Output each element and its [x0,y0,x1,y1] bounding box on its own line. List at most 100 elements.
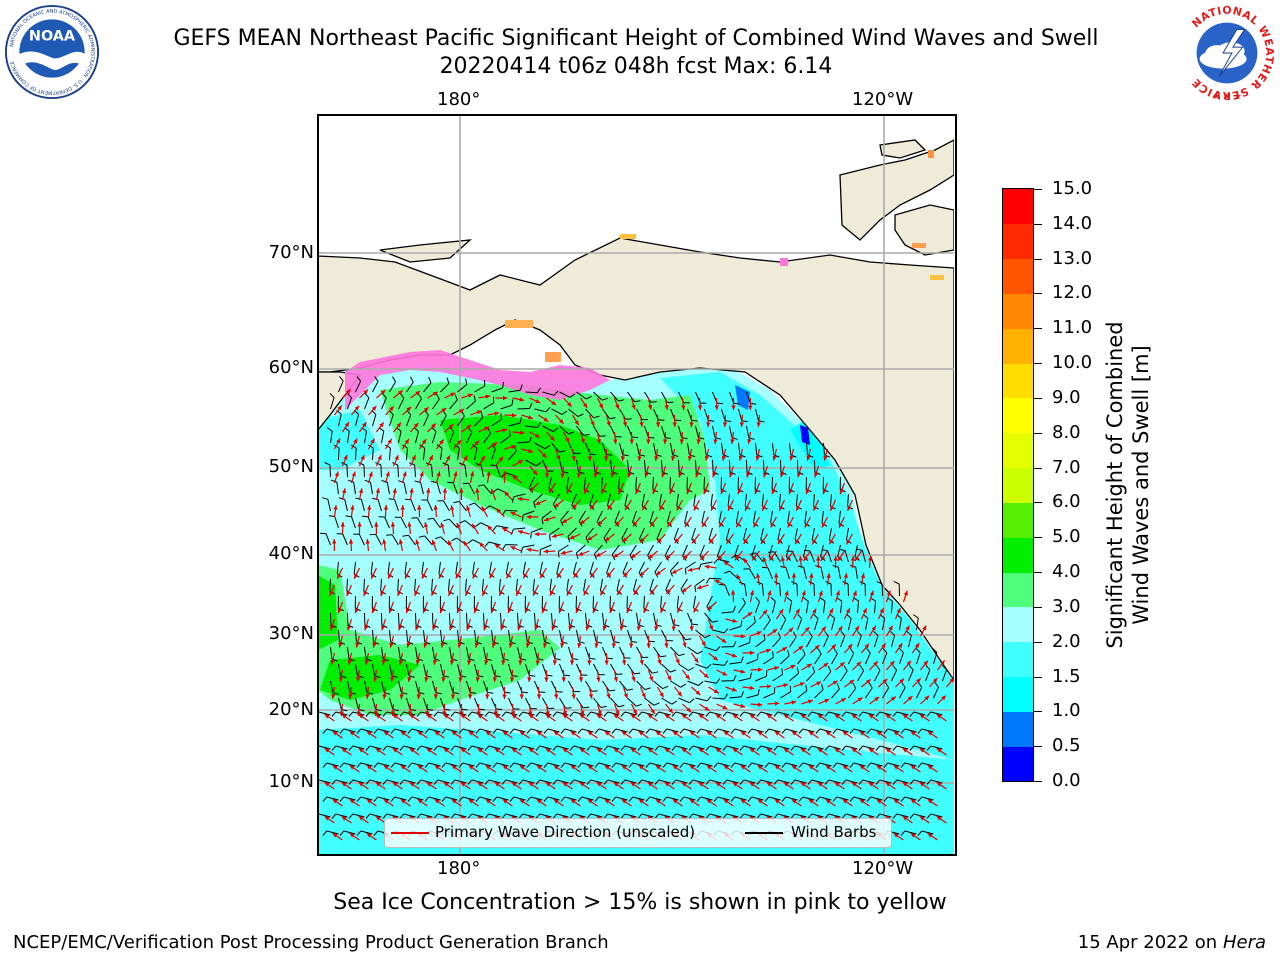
wave-arrow [851,625,860,637]
wave-arrow [447,540,455,552]
run-machine: Hera [1222,932,1266,953]
wave-arrow [525,635,531,648]
wave-arrow [622,414,628,427]
wave-arrow [551,533,564,538]
wind-barb [925,664,931,682]
lon-label-bottom-120w: 120°W [852,858,914,879]
wave-arrow [476,703,481,717]
wave-arrow [554,448,561,461]
wind-barb [906,631,912,648]
wave-arrow [689,618,694,632]
wave-arrow [485,686,490,700]
wave-arrow [349,730,360,739]
wave-arrow [478,394,491,399]
wind-barb [594,728,611,734]
wave-arrow [671,618,676,631]
wave-arrow [639,414,644,427]
wind-barb [849,796,866,802]
wave-arrow [756,573,761,586]
wind-barb [824,779,841,785]
wind-barb [462,482,475,495]
wave-arrow [468,798,479,807]
wind-barb [824,711,841,717]
lat-label-70n: 70°N [268,242,314,263]
wind-barb [413,427,419,444]
map-graticule [318,115,954,854]
wave-arrow [363,584,370,597]
wind-barb [569,813,586,819]
wave-arrow [654,618,659,631]
wave-arrow [342,388,352,399]
wave-arrow [538,414,549,423]
wave-arrow [554,686,559,699]
wave-arrow [774,730,785,739]
wave-arrow [510,511,522,518]
wave-arrow [713,431,718,444]
wind-barb [797,684,808,699]
wind-barb [331,479,339,495]
wind-barb [900,728,917,734]
wave-arrow [664,669,672,681]
wave-arrow [852,696,863,705]
wave-arrow [545,781,556,790]
wave-arrow [358,815,369,824]
wind-barb [422,595,429,612]
wave-arrow [560,465,565,478]
wave-arrow [697,397,703,411]
wind-barb [386,534,399,546]
wind-barb [898,647,904,665]
wave-arrow [611,635,616,649]
wave-arrow [451,798,462,807]
wind-barb [653,646,667,658]
wave-arrow [839,482,846,495]
wind-barb [585,680,598,692]
wind-barb [892,745,909,751]
wave-arrow [723,764,734,773]
wind-barb [713,558,730,564]
wave-arrow [731,397,736,411]
wave-arrow [434,798,445,807]
wave-arrow [544,669,549,683]
wind-barb [926,779,943,785]
wind-barb [369,533,382,546]
wave-arrow [868,590,874,603]
colorbar-tick-label: 11.0 [1052,317,1093,339]
wind-barb [730,796,747,802]
wave-arrow [468,764,479,773]
colorbar-tick [1034,328,1042,330]
wave-arrow [844,643,853,654]
wind-barb [916,682,923,699]
wave-arrow [610,465,616,478]
wave-arrow [358,421,367,433]
wind-barb [535,745,552,751]
wave-arrow [689,798,700,807]
wind-barb [790,745,807,751]
wind-barb [836,597,843,614]
wave-arrow [331,686,336,699]
wave-arrow [490,601,497,614]
wave-arrow [367,505,372,518]
wind-barb [858,813,875,819]
wind-barb [909,711,926,717]
wind-barb [729,656,744,665]
wave-arrow [458,669,463,682]
wave-arrow [356,669,361,682]
wind-barb [755,633,766,648]
wave-arrow [599,584,607,596]
wave-arrow [383,764,394,773]
wave-arrow [752,516,760,528]
wind-barb [610,391,625,402]
wind-barb [876,580,883,597]
wind-barb [883,796,900,802]
wave-arrow [757,764,768,773]
wind-barb [781,762,798,768]
wave-arrow [784,627,794,637]
wind-barb [585,408,600,419]
wave-arrow [826,573,831,586]
wind-barb [484,541,501,547]
wind-barb [654,711,671,717]
colorbar-tick [1034,397,1042,399]
colorbar-segment [1003,537,1033,573]
wave-arrow [367,438,376,450]
wave-arrow [579,747,590,756]
